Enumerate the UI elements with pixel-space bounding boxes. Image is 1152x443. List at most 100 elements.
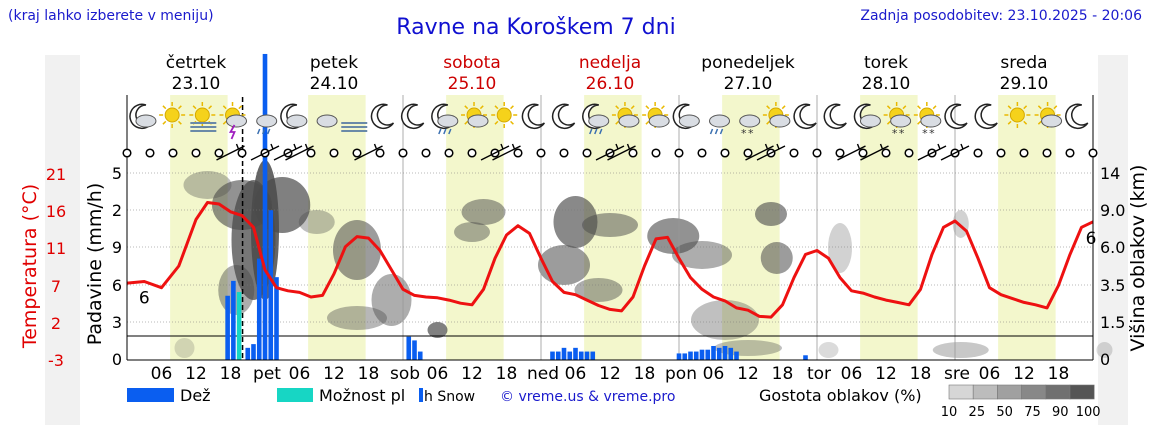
wind-calm-marker [582,148,592,158]
cloud-density-patch [818,342,839,358]
cloud-shape [769,114,791,128]
rain-drop [719,128,724,135]
legend-snow-label: h Snow [424,389,475,405]
legend-cloud-swatch [948,384,974,400]
wind-calm-marker [375,148,385,158]
moon-cloud-icon [853,103,881,130]
cloud-shape [286,114,308,128]
time-tick-label: 12 [185,364,207,384]
cloud-shape [135,114,157,128]
daylight-band [860,95,918,360]
cloud-height-tick: 1.5 [1100,313,1125,332]
sun-ray [222,105,227,110]
time-tick-label: 06 [289,364,311,384]
rain-drop [714,128,719,135]
fog-icon [341,122,368,132]
legend-cloud-step: 25 [969,405,986,420]
temperature-label: 14 [1030,0,1052,5]
sun-ray [510,105,514,110]
moon-shape [974,103,998,130]
cloud-density-patch [333,220,381,280]
time-tick-label: ned [527,364,559,384]
rain-bar [699,349,705,360]
sun-ray [1007,105,1012,110]
sun-ray [464,105,469,110]
sun-ray [177,105,182,110]
sun-ray [886,120,891,125]
sun-cloud-icon [1034,102,1063,128]
wind-calm-marker [996,148,1006,158]
rain-bar [412,340,417,360]
snow-flake: * [922,127,928,140]
rain-bar [251,344,256,360]
snow-flake: * [741,127,747,140]
rain-bar [711,345,716,360]
rain-drop [589,128,593,135]
day-date: 27.10 [724,74,773,94]
snow-flake: * [899,127,905,140]
legend-cloud-step: 75 [1024,405,1041,420]
time-tick-label: 12 [461,364,483,384]
day-name: petek [310,53,358,73]
cloud-snow-icon: * * [739,114,761,140]
legend-cloud-swatch [1045,384,1071,400]
moon-icon [974,103,998,130]
wind-calm-marker [858,148,868,158]
day-name: torek [864,53,908,73]
sun-ray [464,120,469,125]
cloud-density-patch [755,202,787,226]
wind-barb-tick [373,143,378,150]
sun-icon [159,102,186,128]
time-tick-label: 18 [1048,364,1070,384]
wind-barb [607,145,636,161]
wind-barb [273,145,303,161]
wind-barb [595,145,625,161]
cloud-height-tick: 9.0 [1100,201,1125,220]
wind-barb [285,145,314,161]
moon-shape [370,103,395,130]
rain-bar [406,336,412,360]
legend-cloud-step: 100 [1076,405,1101,420]
cloud-density-patch [218,265,255,315]
wind-calm-marker [467,148,477,158]
cloud-density-patch [327,306,387,330]
region-menu-hint[interactable]: (kraj lahko izberete v meniju) [8,8,214,24]
sun-fog-icon [189,102,217,132]
moon-icon [823,103,847,130]
time-tick-label: 06 [565,364,587,384]
sun-disc [1009,107,1025,123]
moon-shape [944,103,968,130]
snow-flake: * [748,127,754,140]
sun-disc [496,107,512,123]
time-tick-label: 18 [634,364,656,384]
wind-calm-marker [812,148,822,158]
rain-bar [705,349,711,360]
wind-calm-marker [306,148,316,158]
moon-icon [370,103,395,130]
temperature-tick: 16 [46,202,66,221]
sun-ray [781,105,786,110]
cloud-rain-icon [709,114,731,135]
temperature-tick: 11 [46,239,66,258]
sun-disc [164,107,180,123]
time-tick-label: 06 [841,364,863,384]
cloud-shape [316,114,338,128]
sun-ray [479,105,484,110]
left-axis-panel [45,55,80,425]
time-tick-label: 12 [1013,364,1035,384]
day-name: ponedeljek [701,53,795,73]
sun-cloud-icon [461,102,489,128]
cloud-density-patch [672,241,732,269]
rain-bar [682,353,688,360]
moon-cloud-icon [129,103,157,130]
cloud-height-tick: 0 [1100,350,1110,369]
rain-bar [688,351,693,360]
wind-calm-marker [421,148,431,158]
wind-calm-marker [881,148,891,158]
temperature-label: 6 [139,289,150,309]
sun-icon [1004,102,1031,128]
temperature-label: 11 [754,0,776,5]
time-tick-label: 06 [703,364,725,384]
wind-barb [480,145,510,161]
temperature-label: 2 [990,0,1001,5]
